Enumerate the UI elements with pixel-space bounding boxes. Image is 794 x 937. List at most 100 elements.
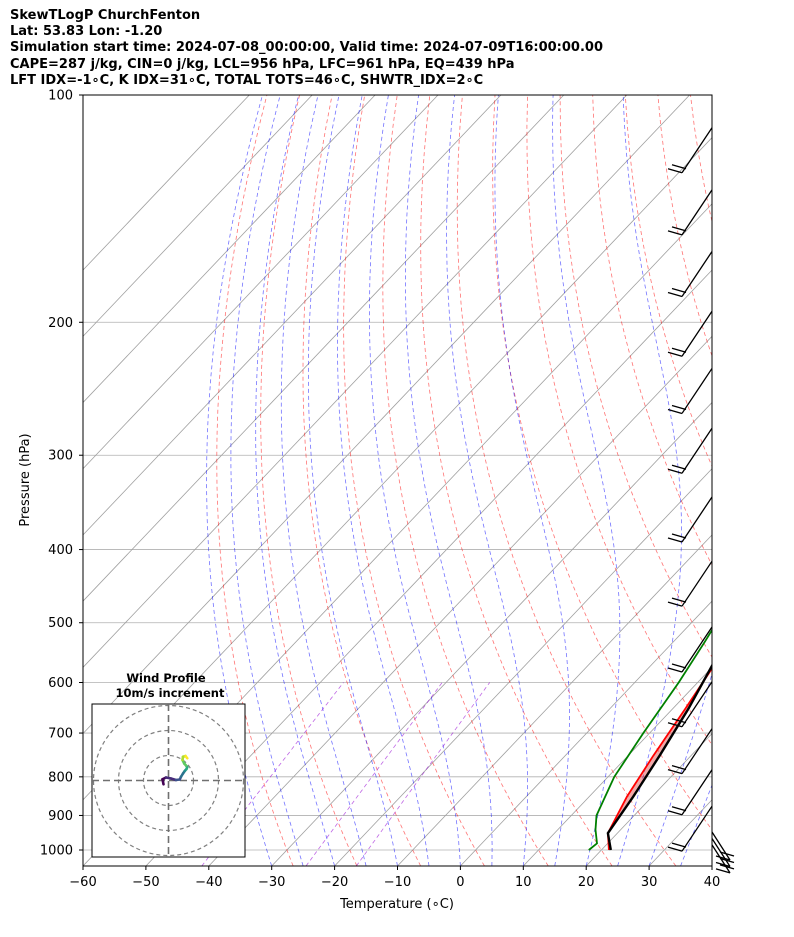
barb-staff [681, 728, 713, 775]
barb-staff [681, 769, 713, 816]
dry-adiabat [592, 95, 712, 566]
chart-title: SkewTLogP ChurchFenton [10, 8, 201, 23]
dewpoint-line [588, 628, 712, 851]
moist-adiabat [405, 95, 493, 866]
y-tick-label: 200 [48, 316, 73, 331]
x-tick-label: 40 [704, 875, 721, 890]
barb-flag [667, 408, 683, 415]
wind-barb [667, 189, 713, 236]
isotherm-gridline [83, 95, 565, 602]
moist-adiabat [206, 95, 273, 866]
dry-adiabat [756, 95, 794, 866]
wind-barbs [667, 127, 735, 874]
dry-adiabat [723, 95, 794, 866]
y-tick-label: 700 [48, 727, 73, 742]
isotherm-gridline [334, 468, 712, 866]
dry-adiabat [526, 95, 712, 746]
wind-barb [667, 681, 713, 728]
moist-adiabat [230, 95, 304, 866]
mixing-ratio-line [305, 682, 443, 866]
x-tick-label: 30 [641, 875, 658, 890]
dry-adiabat [559, 95, 712, 658]
barb-flag [719, 851, 735, 857]
moist-adiabat [255, 95, 335, 866]
barb-flag [671, 842, 687, 848]
inset-title: Wind Profile [126, 671, 206, 685]
isotherm-gridline [208, 335, 712, 866]
isotherm-gridline [711, 865, 712, 866]
barb-staff [681, 626, 713, 673]
y-tick-label: 500 [48, 616, 73, 631]
location-line: Lat: 53.83 Lon: -1.20 [10, 24, 163, 40]
mixing-ratio-line [355, 682, 491, 866]
barb-flag [671, 663, 687, 669]
barb-staff [681, 805, 713, 852]
x-tick-label: 10 [515, 875, 532, 890]
isotherm-gridline [83, 95, 313, 337]
hodograph-inset: Wind Profile 10m/s increment [91, 671, 246, 858]
dry-adiabat [492, 95, 712, 831]
barb-flag [667, 667, 683, 673]
barb-flag [671, 347, 687, 353]
dry-adiabat [343, 95, 485, 866]
y-tick-label: 100 [48, 89, 73, 104]
moist-adiabat [494, 95, 570, 866]
barb-staff [681, 560, 713, 607]
moist-adiabat [552, 95, 621, 866]
y-tick-label: 400 [48, 543, 73, 558]
barb-flag [671, 806, 687, 812]
wind-barb [667, 496, 713, 543]
barb-staff [681, 251, 713, 297]
barb-staff [711, 831, 731, 861]
moist-adiabat [280, 95, 367, 866]
x-tick-label: −50 [132, 875, 159, 890]
barb-flag [715, 855, 731, 861]
barb-staff [681, 310, 713, 357]
wind-barb [667, 127, 713, 174]
cape-line: CAPE=287 j/kg, CIN=0 j/kg, LCL=956 hPa, … [10, 56, 515, 72]
index-line: LFT IDX=-1∘C, K IDX=31∘C, TOTAL TOTS=46∘… [10, 72, 484, 88]
moist-adiabat [337, 95, 430, 866]
barb-flag [671, 287, 687, 294]
chart-header: SkewTLogP ChurchFenton Lat: 53.83 Lon: -… [10, 8, 790, 89]
barb-flag [667, 846, 683, 852]
x-tick-label: −20 [321, 875, 348, 890]
isotherm-gridline [83, 95, 439, 470]
x-tick-label: −60 [69, 875, 96, 890]
moist-adiabat [369, 95, 461, 866]
barb-flag [719, 864, 735, 870]
moist-adiabat [446, 95, 528, 866]
barb-flag [667, 230, 683, 236]
plot-clip-group [83, 95, 794, 866]
barb-flag [667, 601, 683, 607]
barb-flag [667, 722, 683, 728]
plot-area [83, 95, 794, 866]
dry-adiabat [260, 95, 358, 866]
barb-flag [719, 857, 735, 864]
wind-barb [667, 805, 713, 852]
cape-fill [759, 102, 794, 574]
x-tick-label: −30 [258, 875, 285, 890]
barb-flag [667, 537, 683, 543]
x-tick-label: 20 [578, 875, 595, 890]
wind-barb [711, 831, 735, 861]
barb-flag [715, 861, 731, 868]
barb-flag [667, 769, 683, 775]
barb-flag [671, 597, 687, 603]
barb-staff [681, 189, 713, 236]
time-line: Simulation start time: 2024-07-08_00:00:… [10, 40, 603, 56]
barb-staff [681, 681, 713, 728]
isotherm-gridline [585, 733, 712, 866]
wind-barb [667, 251, 713, 298]
barb-staff [681, 368, 713, 414]
y-tick-label: 1000 [40, 844, 73, 859]
y-tick-label: 300 [48, 449, 73, 464]
isotherm-gridline [397, 534, 712, 866]
isotherm-gridline [460, 600, 712, 866]
y-tick-label: 600 [48, 676, 73, 691]
isotherm-gridline [83, 95, 376, 404]
y-tick-label: 800 [48, 770, 73, 785]
wind-barb [667, 769, 713, 816]
y-axis-label: Pressure (hPa) [18, 433, 33, 526]
